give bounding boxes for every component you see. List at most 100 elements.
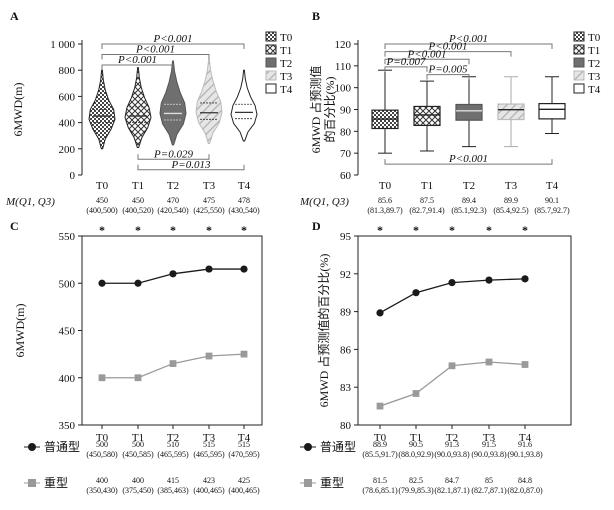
legend-label: T4: [588, 84, 601, 96]
p-value-label: P=0.029: [153, 148, 193, 160]
stat-median: 84.7: [445, 476, 459, 485]
x-tick-label: T0: [374, 432, 387, 444]
stat-iqr: (82.1,87.1): [434, 486, 470, 495]
series-point: [521, 275, 529, 283]
x-tick-label: T1: [132, 432, 144, 444]
p-value-label: P<0.001: [117, 54, 157, 66]
series-point: [240, 350, 248, 358]
significance-bracket: [426, 74, 470, 80]
plot-frame: [357, 235, 572, 426]
stat-median: 91.3: [445, 440, 459, 449]
series-point: [448, 279, 456, 287]
y-tick-label: 350: [59, 420, 76, 432]
x-tick-label: T0: [96, 180, 109, 192]
legend-label: T4: [280, 84, 293, 96]
stat-iqr: (82.7,87.1): [471, 486, 507, 495]
violin-shape: [124, 67, 152, 148]
legend-swatch: [573, 70, 585, 81]
significance-bracket: [101, 43, 245, 49]
x-tick-label: T2: [167, 432, 179, 444]
legend-label: 普通型: [320, 440, 356, 454]
stat-median: 450: [132, 196, 144, 205]
x-tick-label: T3: [203, 180, 216, 192]
stat-median: 515: [203, 440, 215, 449]
legend-label: T2: [588, 58, 600, 70]
stat-median: 500: [96, 440, 108, 449]
stat-iqr: (400,465): [193, 486, 225, 495]
x-tick-label: T4: [238, 180, 251, 192]
panel-letter: D: [312, 219, 321, 233]
legend-label: 重型: [320, 476, 344, 490]
significance-star: *: [99, 223, 105, 237]
y-tick-label: 0: [70, 170, 76, 182]
y-axis-title: 6MWD(m): [13, 304, 27, 358]
box-body: [455, 103, 483, 121]
legend-swatch: [573, 57, 585, 68]
box-body: [413, 105, 441, 127]
significance-bracket: [384, 58, 470, 65]
stat-median: 84.8: [518, 476, 532, 485]
stat-median: 82.5: [409, 476, 423, 485]
series-point: [205, 265, 213, 273]
stat-iqr: (470,595): [228, 450, 260, 459]
panel-letter: A: [10, 9, 19, 23]
stat-median: 423: [203, 476, 215, 485]
legend-swatch: [265, 83, 277, 94]
stat-iqr: (425,550): [193, 206, 225, 215]
significance-star: *: [170, 223, 176, 237]
significance-bracket: [384, 159, 553, 165]
stat-median: 91.6: [518, 440, 532, 449]
significance-star: *: [486, 223, 492, 237]
y-axis-title: 的百分比(%): [322, 77, 337, 143]
y-tick-label: 95: [340, 231, 352, 243]
stat-median: 478: [238, 196, 250, 205]
series-point: [412, 289, 420, 297]
violin-shape: [195, 59, 223, 145]
p-value-label: P<0.001: [448, 33, 488, 45]
stat-iqr: (85.5,91.7): [362, 450, 398, 459]
stat-median: 475: [203, 196, 215, 205]
series-point: [485, 358, 493, 366]
x-tick-label: T1: [421, 180, 433, 192]
series-point: [134, 279, 142, 287]
y-tick-label: 90: [340, 105, 352, 117]
p-value-label: P<0.001: [407, 48, 447, 60]
stat-iqr: (78.6,85.1): [362, 486, 398, 495]
stat-median: 425: [238, 476, 250, 485]
series-point: [376, 309, 384, 317]
stat-median: 81.5: [373, 476, 387, 485]
box-body: [497, 103, 525, 121]
x-tick-label: T1: [132, 180, 144, 192]
y-tick-label: 600: [59, 91, 76, 103]
x-tick-label: T4: [519, 432, 532, 444]
stat-median: 400: [132, 476, 144, 485]
p-value-label: P<0.001: [428, 41, 468, 53]
panel-letter: B: [312, 9, 320, 23]
stat-median: 450: [96, 196, 108, 205]
stat-iqr: (90.0,93.8): [471, 450, 507, 459]
x-tick-label: T0: [96, 432, 109, 444]
stat-median: 515: [238, 440, 250, 449]
violin-shape: [230, 69, 258, 142]
legend-label: T0: [280, 32, 293, 44]
significance-bracket: [101, 53, 210, 60]
stat-iqr: (430,540): [228, 206, 260, 215]
x-tick-label: T4: [238, 432, 251, 444]
stat-iqr: (375,450): [122, 486, 154, 495]
significance-bracket: [384, 66, 428, 72]
stat-iqr: (450,585): [122, 450, 154, 459]
box-body: [538, 103, 566, 120]
p-value-label: P<0.001: [153, 33, 193, 45]
series-point: [521, 361, 529, 368]
x-tick-label: T1: [410, 432, 422, 444]
stat-iqr: (400,465): [228, 486, 260, 495]
x-tick-label: T3: [483, 432, 496, 444]
series-point: [412, 390, 420, 397]
p-value-label: P=0.007: [386, 56, 426, 68]
stat-median: 510: [167, 440, 179, 449]
y-tick-label: 400: [59, 118, 76, 130]
stat-header: M(Q1, Q3): [299, 196, 349, 208]
y-tick-label: 1 000: [50, 39, 75, 51]
significance-bracket: [101, 64, 174, 70]
